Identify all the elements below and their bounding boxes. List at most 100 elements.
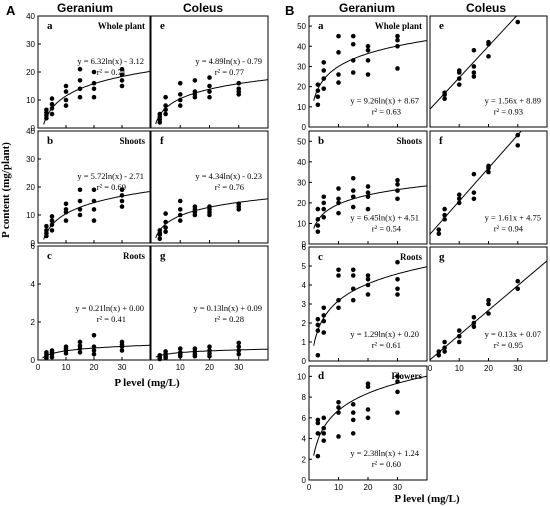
panel-a-a-point-4 bbox=[49, 111, 55, 117]
panel-b-a-frame bbox=[308, 15, 428, 128]
panel-a-f-point-5 bbox=[163, 225, 168, 230]
panel-b-a-point-9 bbox=[336, 72, 341, 77]
x-axis-title-a: P level (mg/L) bbox=[114, 377, 180, 389]
panel-b-d-point-8 bbox=[336, 434, 341, 439]
panel-b-b-point-4 bbox=[321, 214, 327, 220]
panel-b-d-point-17 bbox=[365, 407, 371, 412]
panel-b-c-frame bbox=[308, 246, 428, 362]
panel-a-a-point-6 bbox=[49, 101, 55, 107]
panel-a-f-point-11 bbox=[177, 198, 183, 204]
panel-b-g-xtick-label-3: 30 bbox=[513, 364, 522, 373]
panel-b-e-letter: e bbox=[439, 20, 444, 32]
panel-b-d-letter: d bbox=[318, 370, 324, 382]
panel-b-c-point-17 bbox=[365, 282, 371, 288]
panel-b-d-title: Flowers bbox=[392, 371, 423, 381]
panel-a-b-point-7 bbox=[49, 214, 55, 219]
panel-b-b-point-13 bbox=[350, 194, 356, 200]
panel-b-d-ytick-label-3: 6 bbox=[302, 414, 307, 423]
panel-a-e-point-23 bbox=[236, 80, 242, 86]
panel-b-b-point-12 bbox=[350, 204, 356, 210]
panel-b-g-point-3 bbox=[442, 345, 447, 351]
panel-b-b-point-6 bbox=[321, 200, 327, 206]
panel-a-a-point-13 bbox=[77, 86, 83, 92]
panel-b-g-point-11 bbox=[486, 311, 491, 316]
panel-b-a-ytick-label-2: 20 bbox=[297, 83, 306, 92]
panel-b-c-ytick-label-1: 1 bbox=[302, 338, 307, 347]
panel-b-d-point-20 bbox=[395, 410, 400, 415]
panel-b-c-point-12 bbox=[350, 297, 356, 303]
panel-b-f-point-5 bbox=[456, 200, 462, 206]
panel-b-a-point-13 bbox=[350, 58, 356, 63]
panel-b-a-equation: y = 9.26ln(x) + 8.67 bbox=[350, 96, 419, 106]
panel-b-d-equation: y = 2.38ln(x) + 1.24 bbox=[350, 448, 419, 458]
panel-a-g-point-11 bbox=[177, 346, 183, 351]
panel-b-g-point-14 bbox=[515, 286, 521, 292]
column-header-a-geranium: Geranium bbox=[57, 1, 113, 15]
panel-b-d-ytick-label-1: 2 bbox=[302, 455, 307, 464]
panel-b-e-r2: r² = 0.93 bbox=[494, 107, 523, 117]
panel-b-d-point-4 bbox=[321, 438, 327, 443]
panel-a-a-point-9 bbox=[63, 97, 69, 103]
panel-b-c-ytick-label-0: 0 bbox=[302, 357, 307, 366]
panel-a-f-point-3 bbox=[157, 228, 163, 233]
side-label-b: B bbox=[285, 3, 294, 18]
panel-b-c-point-20 bbox=[395, 292, 400, 297]
panel-a-e-point-5 bbox=[163, 107, 168, 113]
panel-b-a-point-20 bbox=[395, 66, 400, 71]
panel-a-e-point-4 bbox=[163, 111, 168, 117]
panel-a-e-letter: e bbox=[160, 20, 165, 32]
panel-b-f-frame bbox=[429, 130, 548, 245]
panel-b-f-point-11 bbox=[486, 169, 491, 175]
panel-b-d-point-19 bbox=[365, 381, 371, 386]
panel-b-f-letter: f bbox=[439, 135, 443, 147]
panel-a-g-point-23 bbox=[236, 340, 242, 346]
panel-a-a-r2: r² = 0.71 bbox=[97, 67, 126, 77]
panel-b-d-point-12 bbox=[350, 431, 356, 436]
panel-a-b-point-5 bbox=[49, 222, 55, 228]
panel-b-e-point-8 bbox=[471, 70, 477, 75]
panel-b-c-point-21 bbox=[395, 286, 400, 292]
panel-b-c-ytick-label-4: 4 bbox=[302, 281, 307, 290]
panel-a-c-point-23 bbox=[119, 339, 125, 345]
panel-a-g-point-22 bbox=[236, 344, 242, 350]
panel-a-c-point-3 bbox=[44, 350, 49, 355]
panel-a-f-point-10 bbox=[177, 207, 183, 212]
panel-a-g-equation: y = 0.13ln(x) + 0.09 bbox=[193, 303, 262, 313]
panel-a-f-point-4 bbox=[163, 229, 168, 235]
panel-a-a-point-19 bbox=[91, 69, 97, 75]
panel-b-a-point-22 bbox=[395, 37, 400, 43]
panel-a-a-point-12 bbox=[77, 94, 83, 100]
panel-a-a-point-11 bbox=[63, 83, 69, 89]
panel-b-d-ytick-label-4: 8 bbox=[302, 393, 307, 402]
panel-a-a-point-10 bbox=[63, 89, 69, 94]
panel-a-e-point-19 bbox=[207, 75, 212, 80]
panel-a-f-point-8 bbox=[177, 218, 183, 223]
panel-a-a-ytick-label-1: 10 bbox=[26, 96, 35, 105]
panel-b-b-point-22 bbox=[395, 182, 400, 187]
panel-b-c-point-16 bbox=[365, 292, 371, 297]
panel-a-c-point-20 bbox=[119, 348, 125, 353]
panel-a-f-point-19 bbox=[207, 204, 212, 209]
panel-a-a-point-23 bbox=[119, 66, 125, 72]
panel-b-b-point-18 bbox=[365, 190, 371, 195]
panel-a-c-xtick-label-0: 0 bbox=[36, 363, 41, 372]
panel-b-a-ytick-label-5: 50 bbox=[297, 22, 306, 31]
panel-b-d-point-23 bbox=[395, 374, 400, 379]
panel-b-g-point-0 bbox=[436, 353, 442, 358]
panel-a-c-point-18 bbox=[91, 344, 97, 350]
panel-b-g-letter: g bbox=[439, 251, 445, 263]
panel-b-b-fit-curve bbox=[313, 185, 428, 229]
panel-a-c-title: Roots bbox=[123, 251, 145, 261]
panel-b-b-point-10 bbox=[336, 196, 341, 202]
panel-b-a-title: Whole plant bbox=[375, 21, 422, 31]
panel-b-a-point-8 bbox=[336, 80, 341, 85]
panel-b-c-point-13 bbox=[350, 286, 356, 292]
panel-b-g-point-8 bbox=[471, 324, 477, 330]
panel-a-b-equation: y = 5.72ln(x) - 2.71 bbox=[77, 171, 144, 181]
panel-b-a-r2: r² = 0.63 bbox=[372, 107, 401, 117]
panel-b-e-point-3 bbox=[456, 82, 462, 87]
panel-b-d-xtick-label-2: 20 bbox=[364, 483, 373, 492]
panel-a-e-point-3 bbox=[157, 111, 163, 117]
